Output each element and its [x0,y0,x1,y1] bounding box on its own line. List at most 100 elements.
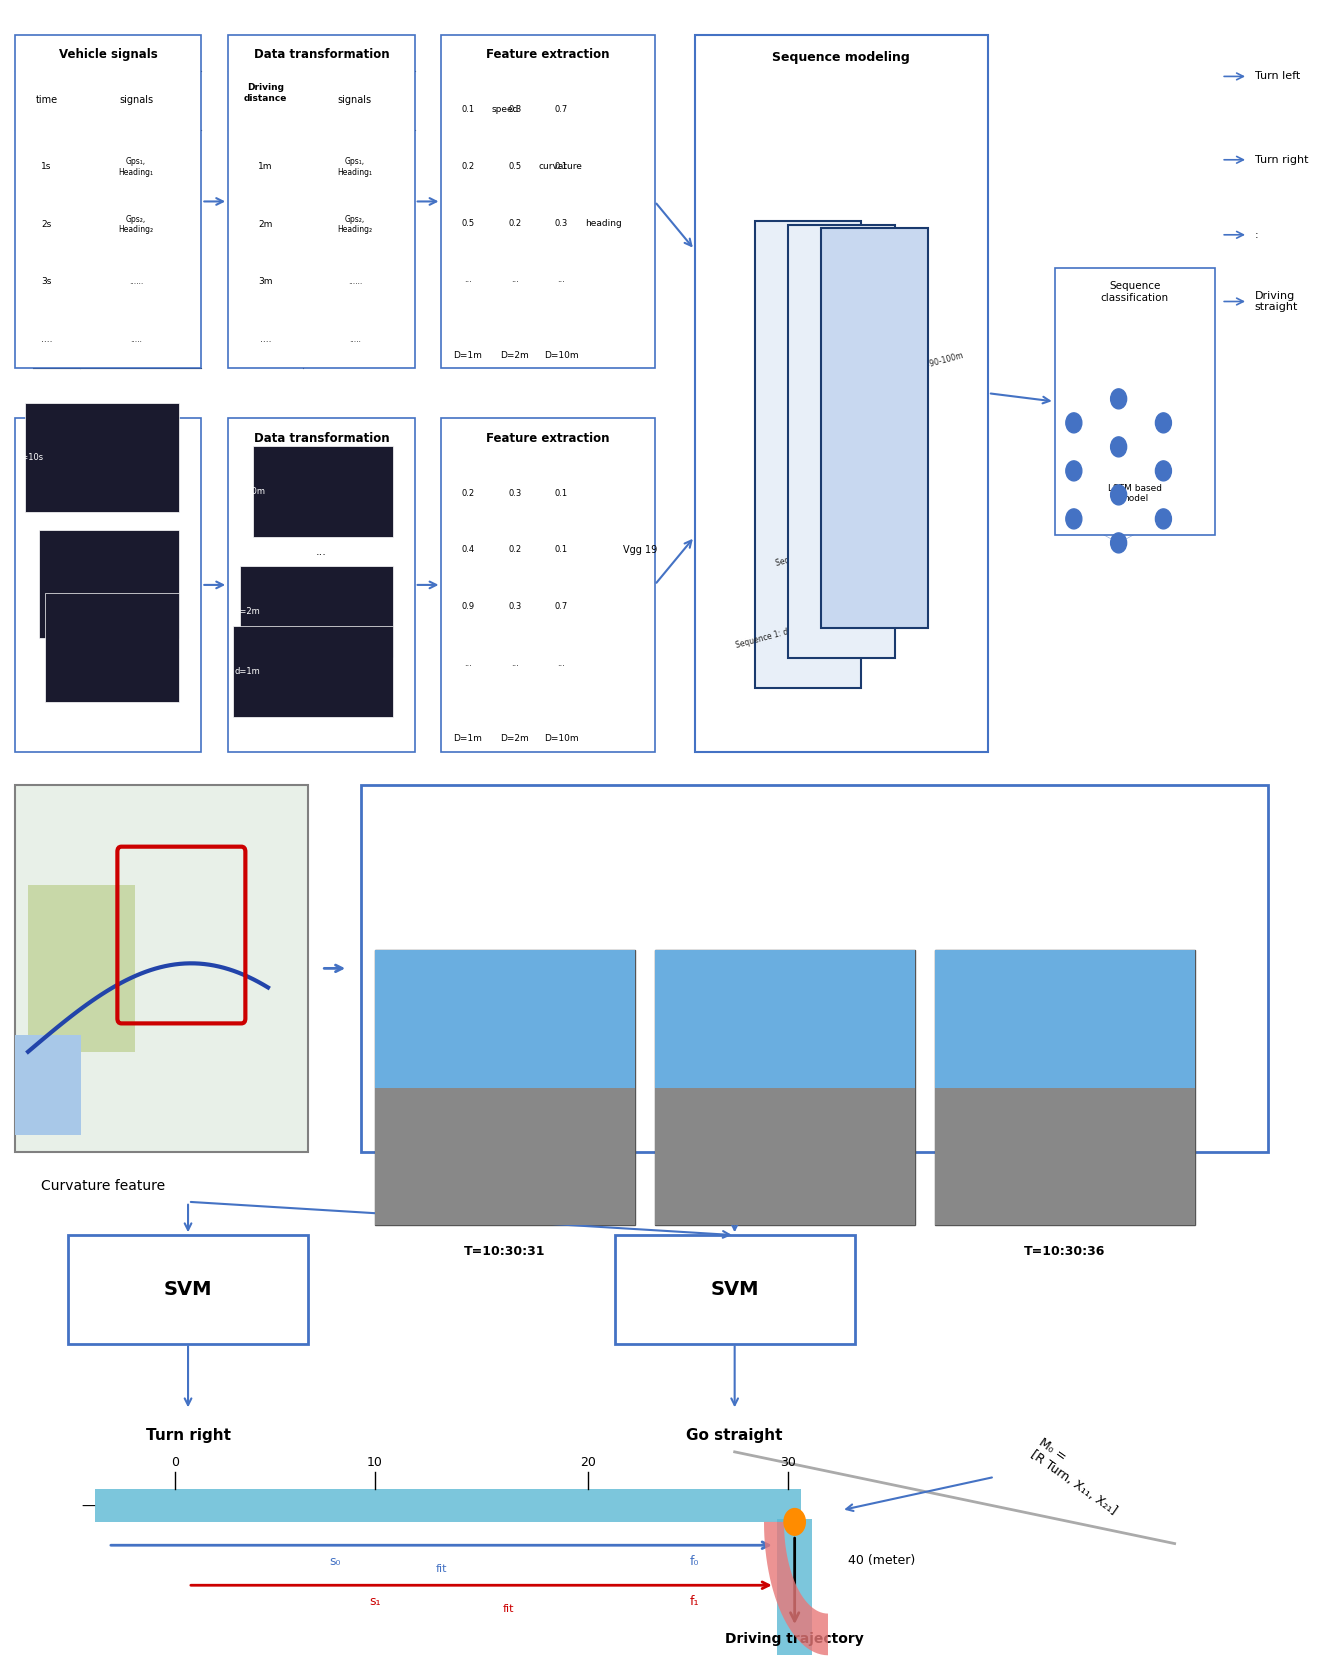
Text: LSTM based
model: LSTM based model [1108,484,1161,503]
Text: 0.4: 0.4 [461,546,474,554]
Text: Gps₂,
Heading₂: Gps₂, Heading₂ [338,215,373,234]
Text: D=1m: D=1m [454,351,482,359]
FancyBboxPatch shape [1054,269,1214,534]
Text: 0.3: 0.3 [508,105,521,114]
Text: s₁: s₁ [369,1595,381,1608]
Text: 0.2: 0.2 [461,489,474,498]
Text: f₁: f₁ [689,1595,700,1608]
Text: 2m: 2m [258,220,273,229]
Text: 0.5: 0.5 [461,219,474,227]
Text: 3s: 3s [41,277,52,286]
Text: 0.0: 0.0 [868,327,880,334]
FancyBboxPatch shape [788,225,895,658]
Text: Gps₁,
Heading₁: Gps₁, Heading₁ [119,157,154,177]
FancyBboxPatch shape [374,950,635,1087]
Text: 0.5: 0.5 [803,538,814,544]
Text: 0.1: 0.1 [554,162,568,170]
Text: —: — [81,1500,95,1515]
FancyBboxPatch shape [374,950,635,1226]
Circle shape [1066,461,1082,481]
Text: ......: ...... [128,277,143,286]
Text: 0.2: 0.2 [508,219,521,227]
Text: SVM: SVM [711,1279,759,1299]
FancyBboxPatch shape [541,82,581,309]
Text: Turn right: Turn right [146,1428,231,1443]
Text: .....: ..... [130,336,142,344]
FancyBboxPatch shape [935,1087,1194,1226]
Text: Driving trajectory: Driving trajectory [725,1632,864,1645]
FancyBboxPatch shape [655,950,915,1087]
Text: 40 (meter): 40 (meter) [848,1553,915,1566]
Circle shape [1156,412,1172,433]
FancyBboxPatch shape [15,418,202,752]
Text: fit: fit [436,1563,448,1573]
Text: 0.6: 0.6 [770,416,780,421]
FancyBboxPatch shape [240,566,393,658]
Text: speed: speed [492,105,520,114]
Text: D=10m: D=10m [544,351,578,359]
Text: .....: ..... [349,336,361,344]
Text: 0.3: 0.3 [868,386,880,391]
Text: 0.8: 0.8 [803,406,814,411]
Text: ...: ... [510,276,518,284]
Text: Vehicle signals: Vehicle signals [59,48,158,62]
Text: t=1s: t=1s [19,643,39,651]
Circle shape [1110,389,1126,409]
FancyBboxPatch shape [234,626,393,718]
Text: ......: ...... [828,446,844,458]
Text: ...: ... [315,546,327,556]
Text: 0.3: 0.3 [508,489,521,498]
Text: 30: 30 [780,1456,796,1468]
Circle shape [1110,438,1126,458]
Text: d=10m: d=10m [235,488,266,496]
Text: ....: .... [259,336,271,344]
Text: Video: Video [90,431,127,444]
Circle shape [784,1508,806,1535]
Text: T=10:30:34: T=10:30:34 [744,1246,826,1258]
Text: d=1m: d=1m [235,666,261,676]
Text: 0.5: 0.5 [508,162,521,170]
Text: time: time [35,95,57,105]
Text: 0.1: 0.1 [554,489,568,498]
FancyBboxPatch shape [68,1236,309,1343]
Text: Data transformation: Data transformation [254,431,389,444]
FancyBboxPatch shape [448,464,488,691]
Text: 0.3: 0.3 [770,558,780,564]
Text: 2s: 2s [41,220,52,229]
Text: s₀: s₀ [329,1555,341,1568]
Text: 0.2: 0.2 [461,162,474,170]
Text: 0.1: 0.1 [836,581,847,586]
Text: 0.0: 0.0 [770,272,780,279]
Circle shape [1066,509,1082,529]
Text: 0.2: 0.2 [803,272,814,277]
Circle shape [1066,412,1082,433]
Circle shape [1110,484,1126,504]
Text: signals: signals [119,95,154,105]
Text: d=2m: d=2m [235,608,261,616]
Text: D=2m: D=2m [500,351,529,359]
FancyBboxPatch shape [655,1087,915,1226]
Text: 1m: 1m [258,162,273,172]
Text: 0.4: 0.4 [836,458,847,463]
Text: Driving
straight: Driving straight [1255,291,1299,312]
FancyBboxPatch shape [374,1087,635,1226]
Text: Sequence modeling: Sequence modeling [772,52,910,65]
FancyBboxPatch shape [45,593,179,701]
Text: 0.3: 0.3 [868,556,880,563]
Text: 0: 0 [171,1456,179,1468]
Text: 0.6: 0.6 [770,630,780,636]
Text: 0.1: 0.1 [554,546,568,554]
Text: ......: ...... [347,277,362,286]
Text: :: : [1255,230,1259,240]
Text: 3m: 3m [258,277,273,286]
Text: f₀: f₀ [689,1555,699,1568]
FancyBboxPatch shape [228,35,414,367]
Text: 0.3: 0.3 [770,344,780,349]
Text: Sequence
classification: Sequence classification [1101,282,1169,302]
Text: Sequence 2: d=10-20m: Sequence 2: d=10-20m [775,536,864,568]
Circle shape [1156,509,1172,529]
Text: Gps₁,
Heading₁: Gps₁, Heading₁ [338,157,373,177]
Text: D=2m: D=2m [500,735,529,743]
Text: D=1m: D=1m [454,735,482,743]
FancyBboxPatch shape [15,35,202,367]
